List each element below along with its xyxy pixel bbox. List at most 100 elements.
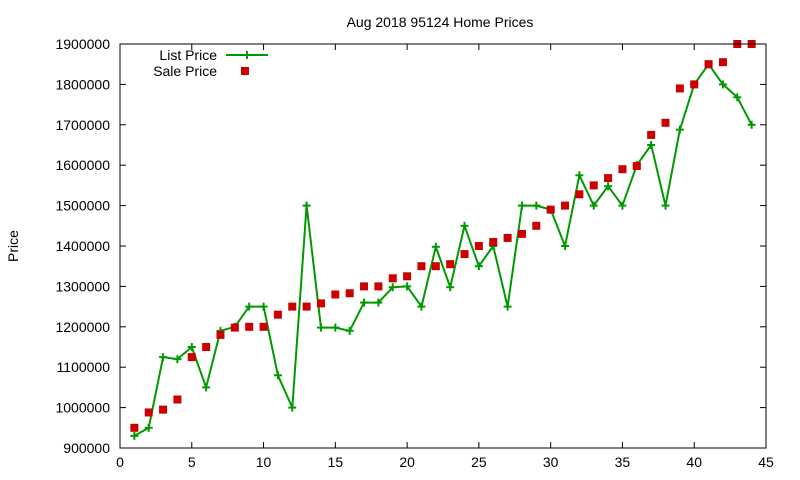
sale-price-point bbox=[647, 130, 656, 139]
y-tick-label: 1400000 bbox=[55, 238, 110, 254]
axis-ticks: 0 5 10 15 20 25 30 35 40 45 900000 1000000 1100000 12… bbox=[55, 36, 774, 470]
x-tick-label: 40 bbox=[686, 454, 702, 470]
sale-price-point bbox=[604, 174, 613, 183]
sale-price-point bbox=[489, 237, 498, 246]
list-price-point bbox=[273, 371, 282, 380]
series-layer bbox=[130, 40, 756, 440]
list-price-point bbox=[403, 282, 412, 291]
y-tick-label: 1600000 bbox=[55, 157, 110, 173]
list-price-point bbox=[259, 302, 268, 311]
sale-price-point bbox=[431, 262, 440, 271]
x-tick-label: 5 bbox=[188, 454, 196, 470]
sale-price-point bbox=[618, 165, 627, 174]
sale-price-point bbox=[245, 322, 254, 331]
list-price-point bbox=[575, 171, 584, 180]
sale-price-point bbox=[718, 58, 727, 67]
list-price-point bbox=[431, 242, 440, 251]
list-price-point bbox=[460, 221, 469, 230]
sale-price-point bbox=[273, 310, 282, 319]
sale-price-point bbox=[302, 302, 311, 311]
legend-marker bbox=[243, 51, 251, 59]
x-tick-label: 0 bbox=[116, 454, 124, 470]
x-tick-label: 30 bbox=[543, 454, 559, 470]
y-tick-label: 1200000 bbox=[55, 319, 110, 335]
sale-price-point bbox=[230, 323, 239, 332]
y-tick-label: 1700000 bbox=[55, 117, 110, 133]
y-tick-label: 1300000 bbox=[55, 278, 110, 294]
list-price-point bbox=[245, 302, 254, 311]
sale-price-point bbox=[259, 322, 268, 331]
list-price-point bbox=[374, 298, 383, 307]
sale-price-point bbox=[546, 205, 555, 214]
y-tick-label: 900000 bbox=[63, 440, 110, 456]
x-tick-label: 35 bbox=[615, 454, 631, 470]
sale-price-point bbox=[159, 405, 168, 414]
x-tick-label: 15 bbox=[328, 454, 344, 470]
list-price-point bbox=[331, 323, 340, 332]
sale-price-point bbox=[632, 162, 641, 171]
list-price-point bbox=[675, 125, 684, 134]
sale-price-point bbox=[187, 353, 196, 362]
sale-price-point bbox=[474, 242, 483, 250]
chart-title: Aug 2018 95124 Home Prices bbox=[347, 14, 534, 30]
sale-price-point bbox=[561, 201, 570, 210]
sale-price-point bbox=[403, 272, 412, 281]
list-price-point bbox=[316, 323, 325, 332]
sale-price-point bbox=[704, 60, 713, 69]
sale-price-point bbox=[661, 118, 670, 127]
sale-price-point bbox=[589, 181, 598, 190]
list-price-point bbox=[302, 201, 311, 210]
sale-price-point bbox=[675, 84, 684, 93]
list-price-point bbox=[589, 201, 598, 210]
list-price-point bbox=[517, 201, 526, 210]
sale-price-point bbox=[374, 282, 383, 291]
x-tick-label: 20 bbox=[399, 454, 415, 470]
list-price-point bbox=[144, 423, 153, 432]
list-price-point bbox=[474, 262, 483, 271]
list-price-point bbox=[446, 283, 455, 292]
sale-price-point bbox=[575, 190, 584, 199]
x-tick-label: 45 bbox=[758, 454, 774, 470]
legend-sample-sale-price bbox=[241, 67, 249, 75]
sale-price-point bbox=[503, 233, 512, 242]
list-price-point bbox=[618, 201, 627, 210]
list-price-point bbox=[360, 298, 369, 307]
sale-price-point bbox=[690, 80, 699, 89]
legend-label-list-price: List Price bbox=[159, 47, 217, 63]
list-price-point bbox=[187, 343, 196, 351]
sale-price-point bbox=[360, 282, 369, 291]
list-price-point bbox=[173, 355, 182, 364]
x-tick-label: 10 bbox=[256, 454, 272, 470]
list-price-point bbox=[288, 403, 297, 412]
x-tick-label: 25 bbox=[471, 454, 487, 470]
y-tick-label: 1800000 bbox=[55, 76, 110, 92]
list-price-point bbox=[718, 80, 727, 89]
list-price-point bbox=[733, 93, 742, 102]
list-price-point bbox=[561, 242, 570, 250]
list-price-point bbox=[130, 431, 139, 440]
list-price-point bbox=[647, 141, 656, 149]
list-price-point bbox=[345, 326, 354, 335]
sale-price-point bbox=[316, 299, 325, 308]
sale-price-point bbox=[331, 290, 340, 299]
sale-price-point bbox=[388, 274, 397, 283]
list-price-point bbox=[661, 201, 670, 210]
sale-price-point bbox=[417, 262, 426, 271]
sale-price-point bbox=[202, 343, 211, 351]
list-price-point bbox=[747, 120, 756, 129]
list-price-point bbox=[503, 302, 512, 311]
sale-price-point bbox=[532, 221, 541, 230]
sale-price-point bbox=[345, 289, 354, 298]
legend-sample-list-price bbox=[226, 51, 268, 59]
sale-price-point bbox=[144, 408, 153, 417]
sale-price-point bbox=[446, 260, 455, 269]
sale-price-point bbox=[517, 229, 526, 238]
list-price-point bbox=[604, 182, 613, 191]
sale-price-point bbox=[216, 330, 225, 339]
y-axis-label: Price bbox=[5, 230, 21, 262]
list-price-point bbox=[202, 383, 211, 392]
list-price-point bbox=[532, 201, 541, 210]
sale-price-point bbox=[130, 423, 139, 432]
list-price-point bbox=[388, 283, 397, 292]
